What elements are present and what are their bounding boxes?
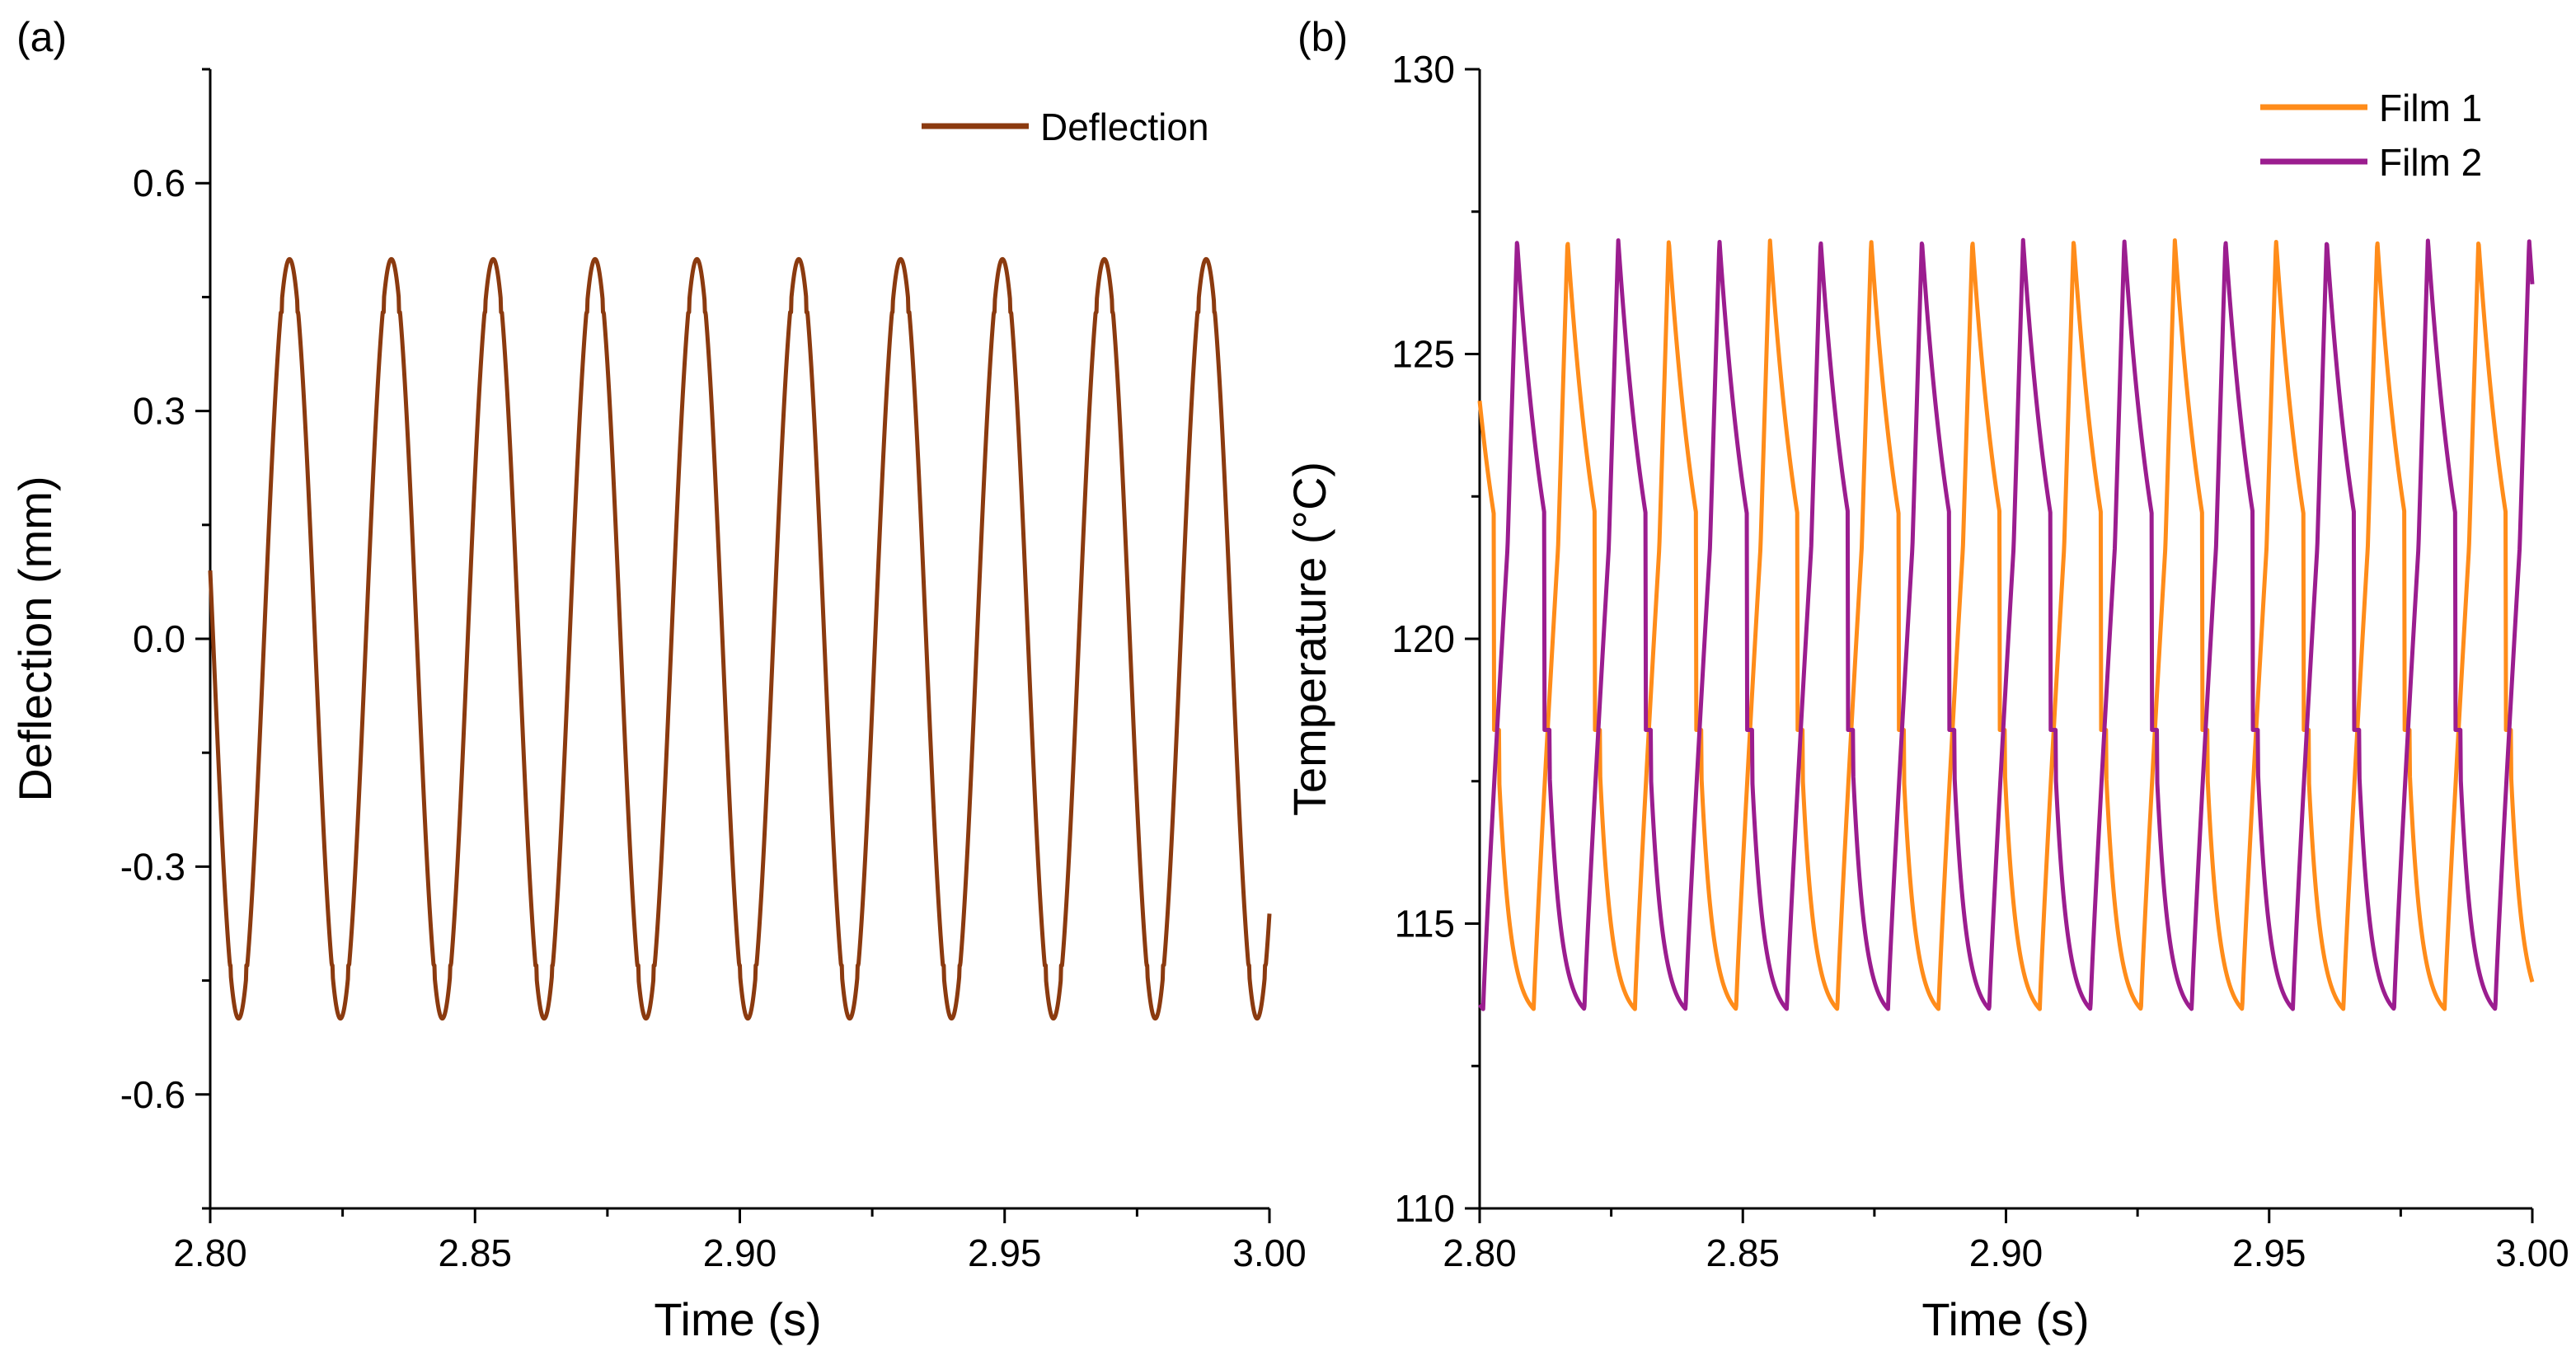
x-tick-label: 2.80 xyxy=(1443,1231,1517,1274)
legend-label-film-1: Film 1 xyxy=(2379,87,2482,129)
y-tick-label: -0.6 xyxy=(120,1073,185,1116)
x-tick-label: 2.90 xyxy=(703,1231,777,1274)
series-line-film-1 xyxy=(1477,238,2535,1011)
legend-label-deflection: Deflection xyxy=(1040,106,1209,148)
panel-a-axes: 2.80 2.85 2.90 2.95 3.00 -0.6 -0.3 0.0 0.3 0.6 xyxy=(120,68,1307,1274)
series-line-film-2 xyxy=(1477,237,2535,1011)
y-tick-label: 130 xyxy=(1391,48,1455,91)
panel-b-label: (b) xyxy=(1297,14,1348,60)
panel-b-y-axis-title: Temperature (°C) xyxy=(1283,462,1335,816)
x-tick-label: 2.80 xyxy=(173,1231,247,1274)
panel-a-deflection: (a) 2.80 2.85 2.90 2.95 3.00 -0.6 -0.3 0.0 0.3 0.… xyxy=(9,14,1307,1345)
panel-a-plot-lines xyxy=(208,256,1272,1021)
y-tick-label: 0.0 xyxy=(133,617,185,660)
x-tick-label: 2.95 xyxy=(2232,1231,2306,1274)
series-line-deflection xyxy=(208,256,1272,1021)
panel-a-x-axis-title: Time (s) xyxy=(654,1293,821,1345)
panel-b-axes: 2.80 2.85 2.90 2.95 3.00 110 115 120 125 130 xyxy=(1391,48,2569,1274)
panel-b-legend: Film 1 Film 2 xyxy=(2260,87,2482,184)
x-tick-label: 3.00 xyxy=(2495,1231,2569,1274)
x-tick-label: 2.85 xyxy=(438,1231,512,1274)
legend-label-film-2: Film 2 xyxy=(2379,141,2482,184)
panel-b-x-axis-title: Time (s) xyxy=(1921,1293,2089,1345)
panel-a-label: (a) xyxy=(16,14,67,60)
x-tick-label: 2.85 xyxy=(1706,1231,1780,1274)
y-tick-label: 115 xyxy=(1395,903,1455,945)
x-tick-label: 3.00 xyxy=(1232,1231,1307,1274)
y-tick-label: 0.6 xyxy=(133,162,185,204)
y-tick-label: 0.3 xyxy=(133,390,185,433)
panel-a-legend: Deflection xyxy=(922,106,1209,148)
panel-b-temperature: (b) 2.80 2.85 2.90 2.95 3.00110115120125130 … xyxy=(1283,14,2569,1345)
x-tick-label: 2.90 xyxy=(1969,1231,2043,1274)
y-tick-label: 125 xyxy=(1391,333,1455,376)
panel-a-y-axis-title: Deflection (mm) xyxy=(9,476,61,801)
y-tick-label: 120 xyxy=(1391,617,1455,660)
y-tick-label: -0.3 xyxy=(120,845,185,888)
y-tick-label: 110 xyxy=(1395,1187,1455,1230)
x-tick-label: 2.95 xyxy=(968,1231,1042,1274)
panel-b-plot-lines xyxy=(1477,237,2535,1011)
